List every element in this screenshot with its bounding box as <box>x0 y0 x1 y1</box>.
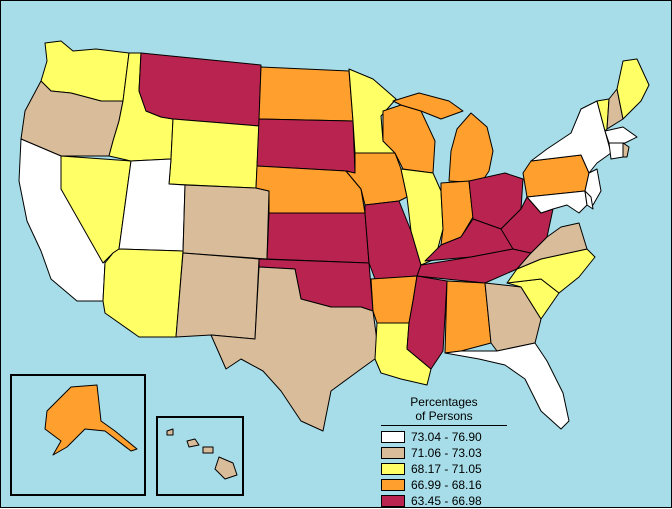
legend-title: Percentages of Persons <box>381 395 507 426</box>
state-ct <box>608 142 624 160</box>
legend-item: 68.17 - 71.05 <box>381 461 507 477</box>
state-ri <box>622 142 630 158</box>
state-ks <box>266 212 370 264</box>
legend-swatch <box>381 431 405 443</box>
state-az <box>102 248 184 338</box>
hawaii-inset-frame <box>156 416 244 496</box>
state-fl <box>444 342 570 430</box>
legend-title-line1: Percentages <box>410 395 478 409</box>
state-nm <box>175 252 260 340</box>
state-hi <box>166 428 238 480</box>
state-tx <box>210 266 380 432</box>
state-co <box>182 184 270 260</box>
legend-swatch <box>381 479 405 491</box>
legend-swatch <box>381 463 405 475</box>
legend-label: 66.99 - 68.16 <box>411 478 482 492</box>
state-pa <box>522 154 590 198</box>
state-wy <box>168 118 260 189</box>
state-me <box>616 58 650 120</box>
legend-item: 71.06 - 73.03 <box>381 445 507 461</box>
legend-item: 63.45 - 66.98 <box>381 493 507 509</box>
state-mt <box>138 52 262 127</box>
legend-title-line2: of Persons <box>415 409 473 423</box>
legend-label: 73.04 - 76.90 <box>411 430 482 444</box>
legend: Percentages of Persons 73.04 - 76.90 71.… <box>381 395 507 509</box>
legend-swatch <box>381 447 405 459</box>
state-al <box>444 280 492 354</box>
legend-swatch <box>381 495 405 507</box>
state-de <box>584 190 594 210</box>
state-nd <box>258 66 354 122</box>
state-sd <box>256 118 356 174</box>
state-ak <box>44 384 138 456</box>
legend-item: 73.04 - 76.90 <box>381 429 507 445</box>
legend-label: 68.17 - 71.05 <box>411 462 482 476</box>
state-ma <box>604 126 638 144</box>
alaska-inset-frame <box>10 374 146 496</box>
legend-label: 71.06 - 73.03 <box>411 446 482 460</box>
legend-label: 63.45 - 66.98 <box>411 494 482 508</box>
legend-item: 66.99 - 68.16 <box>381 477 507 493</box>
